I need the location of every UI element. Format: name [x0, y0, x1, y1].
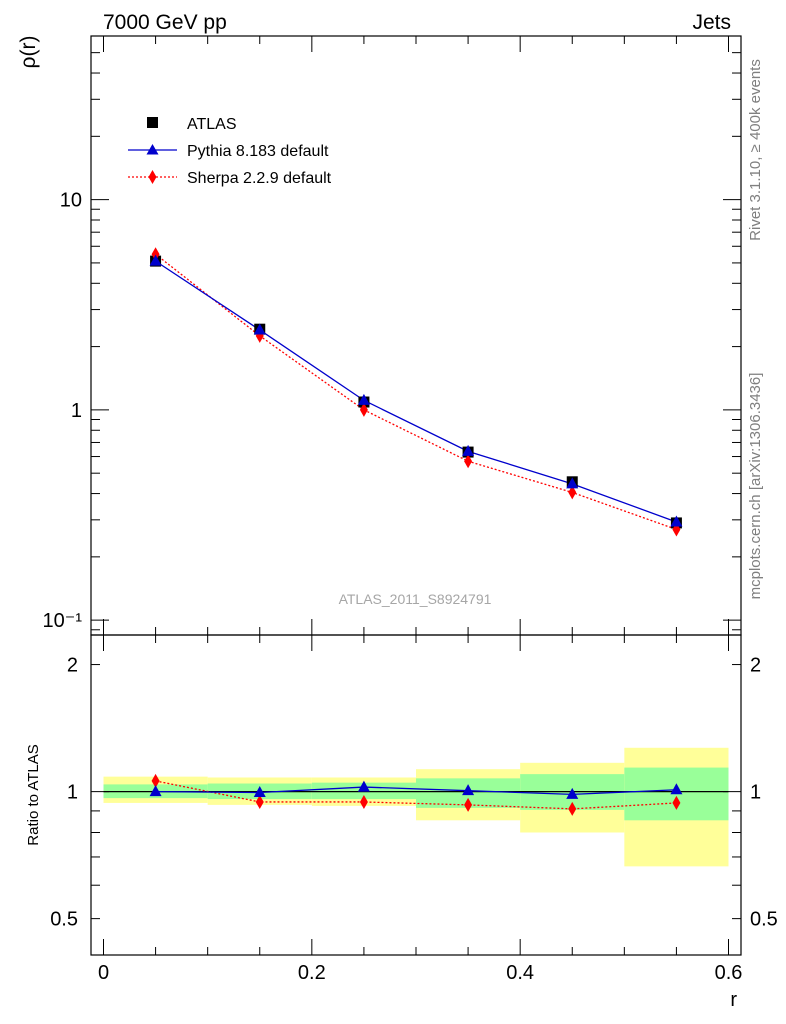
ratio-ytick-label-right: 0.5: [750, 909, 778, 931]
rivet-version-label: Rivet 3.1.10, ≥ 400k events: [747, 59, 764, 241]
ratio-ytick-label-right: 1: [750, 782, 761, 804]
ratio-point-pythia-4: [566, 787, 579, 799]
main-point-sherpa-3: [464, 454, 473, 469]
ratio-ytick-label-left: 2: [67, 655, 78, 677]
ratio-ytick-label-left: 0.5: [50, 909, 78, 931]
axis-ticks: [91, 35, 741, 955]
main-point-pythia-2: [357, 393, 370, 405]
y-axis-label-ratio: Ratio to ATLAS: [25, 744, 42, 845]
ratio-point-sherpa-2: [359, 794, 368, 809]
legend-marker-sherpa: [148, 170, 157, 184]
series-lines: [103, 253, 729, 810]
y-axis-label-main: ρ(r): [17, 36, 40, 69]
ratio-point-sherpa-0: [151, 773, 160, 788]
ratio-line-pythia: [155, 786, 677, 796]
legend-label-pythia: Pythia 8.183 default: [187, 143, 329, 160]
ratio-ytick-label-left: 1: [67, 782, 78, 804]
header-left: 7000 GeV pp: [103, 11, 227, 34]
ratio-point-pythia-5: [670, 783, 683, 795]
ratio-ytick-label-right: 2: [750, 655, 761, 677]
legend-marker-atlas: [147, 117, 158, 128]
main-point-pythia-4: [566, 477, 579, 489]
ratio-bands: [103, 747, 729, 867]
ratio-point-sherpa-3: [464, 797, 473, 812]
xtick-label: 0.4: [506, 962, 534, 984]
tick-labels: 10 1 10⁻¹ 2 2 1 1 0.5 0.5 0 0.2 0.4 0.6: [43, 190, 778, 984]
main-point-pythia-5: [670, 515, 683, 527]
header-right: Jets: [692, 11, 731, 34]
xtick-label: 0: [98, 962, 109, 984]
main-ytick-label: 10⁻¹: [43, 610, 83, 632]
ratio-line-sherpa: [155, 780, 677, 810]
main-point-pythia-3: [462, 444, 475, 456]
legend-marker-pythia: [146, 144, 159, 155]
main-point-pythia-0: [149, 254, 162, 266]
xtick-label: 0.6: [715, 962, 743, 984]
ratio-point-pythia-3: [462, 784, 475, 796]
legend-label-atlas: ATLAS: [187, 116, 237, 133]
ratio-point-pythia-1: [253, 786, 266, 798]
main-line-pythia: [155, 260, 677, 523]
main-line-sherpa: [155, 253, 677, 531]
x-axis-label: r: [730, 989, 737, 1011]
main-point-sherpa-4: [568, 485, 577, 500]
ratio-point-pythia-0: [149, 785, 162, 797]
main-point-pythia-1: [253, 323, 266, 335]
main-ytick-label: 1: [71, 400, 82, 422]
main-point-sherpa-0: [151, 247, 160, 262]
main-point-sherpa-2: [359, 402, 368, 417]
main-ytick-label: 10: [60, 190, 82, 212]
data-markers: [149, 247, 683, 816]
ratio-point-sherpa-1: [255, 794, 264, 809]
ratio-point-pythia-2: [357, 780, 370, 792]
ratio-point-sherpa-5: [672, 795, 681, 810]
ratio-point-sherpa-4: [568, 801, 577, 816]
legend: ATLAS Pythia 8.183 default Sherpa 2.2.9 …: [128, 116, 332, 187]
analysis-id-label: ATLAS_2011_S8924791: [339, 591, 492, 607]
xtick-label: 0.2: [298, 962, 326, 984]
source-label: mcplots.cern.ch [arXiv:1306.3436]: [747, 373, 764, 600]
legend-label-sherpa: Sherpa 2.2.9 default: [187, 170, 332, 187]
